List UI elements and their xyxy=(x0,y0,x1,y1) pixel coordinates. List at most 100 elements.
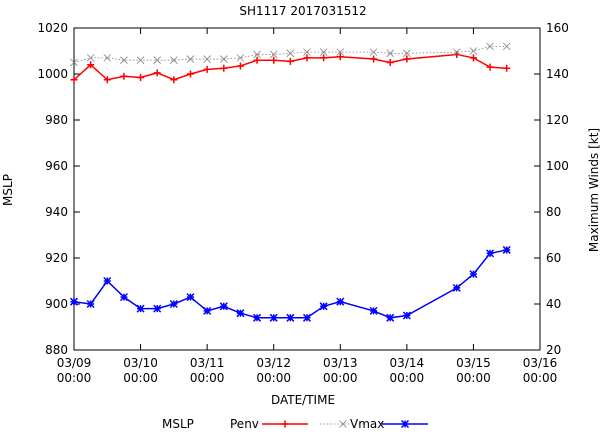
series-vmax xyxy=(69,245,511,322)
x-tick-label-time: 00:00 xyxy=(57,371,92,385)
data-point-unnamed xyxy=(319,48,328,56)
legend-label-penv: Penv xyxy=(230,417,259,431)
data-point-unnamed xyxy=(86,54,95,62)
data-point-unnamed xyxy=(303,48,311,56)
series-marks xyxy=(69,42,511,322)
data-point-vmax xyxy=(486,249,495,258)
x-tick-label: 03/15 xyxy=(456,356,491,370)
legend-title: MSLP xyxy=(162,417,194,431)
x-tick-label: 03/09 xyxy=(57,356,92,370)
data-point-unnamed xyxy=(236,54,245,62)
y-tick-label: 940 xyxy=(45,205,68,219)
y2-tick-label: 80 xyxy=(546,205,561,219)
data-point-vmax xyxy=(86,299,95,309)
data-point-penv xyxy=(236,62,244,70)
y2-tick-label: 140 xyxy=(546,67,569,81)
x-tick-label-time: 00:00 xyxy=(123,371,158,385)
x-tick-label: 03/11 xyxy=(190,356,225,370)
data-point-penv xyxy=(303,54,311,62)
data-point-penv xyxy=(70,76,78,84)
data-point-unnamed xyxy=(369,48,378,56)
data-point-penv xyxy=(320,54,328,62)
x-tick-label: 03/14 xyxy=(390,356,425,370)
series-unnamed xyxy=(70,42,511,67)
legend-marker-unnamed xyxy=(339,420,347,428)
data-point-vmax xyxy=(502,245,511,254)
data-point-unnamed xyxy=(269,50,278,59)
x-tick-label-time: 00:00 xyxy=(256,371,291,385)
data-point-penv xyxy=(137,73,145,81)
x-tick-label: 03/13 xyxy=(323,356,358,370)
x-tick-label: 03/10 xyxy=(123,356,158,370)
data-point-vmax xyxy=(136,304,145,313)
legend: MSLP Penv Vmax xyxy=(162,417,428,431)
x-axis-label: DATE/TIME xyxy=(271,393,335,407)
data-point-penv xyxy=(220,64,228,72)
data-point-penv xyxy=(103,76,111,84)
x-tick-label-time: 00:00 xyxy=(323,371,358,385)
data-point-vmax xyxy=(153,304,162,313)
y-tick-label: 920 xyxy=(45,251,68,265)
y-tick-label: 900 xyxy=(45,297,68,311)
data-point-vmax xyxy=(203,306,212,315)
data-point-penv xyxy=(170,76,178,84)
data-point-unnamed xyxy=(153,56,161,64)
y-axis-label: MSLP xyxy=(1,174,15,206)
x-tick-label-time: 00:00 xyxy=(523,371,558,385)
data-point-vmax xyxy=(469,270,478,279)
data-point-unnamed xyxy=(502,42,511,51)
x-tick-label-time: 00:00 xyxy=(190,371,225,385)
data-point-unnamed xyxy=(170,56,178,64)
data-point-penv xyxy=(187,70,194,78)
data-point-unnamed xyxy=(336,48,345,56)
data-point-penv xyxy=(469,54,477,62)
y2-tick-label: 160 xyxy=(546,21,569,35)
data-point-unnamed xyxy=(220,55,228,63)
data-point-unnamed xyxy=(70,58,78,67)
data-point-vmax xyxy=(253,313,262,322)
data-point-penv xyxy=(403,55,411,63)
data-point-unnamed xyxy=(136,56,145,64)
data-point-penv xyxy=(486,63,494,71)
data-point-vmax xyxy=(286,313,295,322)
data-point-unnamed xyxy=(203,55,211,63)
legend-label-vmax: Vmax xyxy=(350,417,384,431)
y2-axis-label: Maximum Winds [kt] xyxy=(587,128,601,252)
data-point-vmax xyxy=(219,302,228,311)
data-point-vmax xyxy=(402,311,411,320)
chart-title: SH1117 2017031512 xyxy=(239,4,366,18)
y2-tick-label: 100 xyxy=(546,159,569,173)
data-point-vmax xyxy=(119,293,128,302)
data-point-penv xyxy=(203,65,211,73)
data-point-penv xyxy=(386,59,394,66)
x-tick-label: 03/16 xyxy=(523,356,558,370)
y-tick-label: 980 xyxy=(45,113,68,127)
data-point-vmax xyxy=(186,293,195,302)
data-point-unnamed xyxy=(453,48,461,56)
data-point-unnamed xyxy=(486,42,494,51)
data-point-unnamed xyxy=(286,49,295,58)
y2-tick-label: 40 xyxy=(546,297,561,311)
data-point-vmax xyxy=(336,297,345,306)
data-point-unnamed xyxy=(186,55,195,63)
axes: 880 900 920 940 960 980 1000 1020 20 40 60 80 100 120… xyxy=(37,21,568,385)
data-point-penv xyxy=(286,57,294,65)
data-point-unnamed xyxy=(469,47,478,55)
y-tick-label: 1020 xyxy=(37,21,68,35)
data-point-vmax xyxy=(269,313,278,322)
data-point-vmax xyxy=(302,313,312,322)
x-tick-label-time: 00:00 xyxy=(456,371,491,385)
data-point-vmax xyxy=(103,276,112,286)
data-point-unnamed xyxy=(103,54,112,62)
data-point-vmax xyxy=(69,297,79,306)
plot-frame xyxy=(73,27,541,351)
data-point-unnamed xyxy=(403,49,411,58)
data-point-unnamed xyxy=(253,50,261,59)
y2-tick-label: 20 xyxy=(546,343,561,357)
data-point-vmax xyxy=(169,299,178,309)
data-point-vmax xyxy=(386,313,395,322)
x-tick-label: 03/12 xyxy=(256,356,291,370)
y-tick-label: 1000 xyxy=(37,67,68,81)
data-point-penv xyxy=(120,72,128,80)
